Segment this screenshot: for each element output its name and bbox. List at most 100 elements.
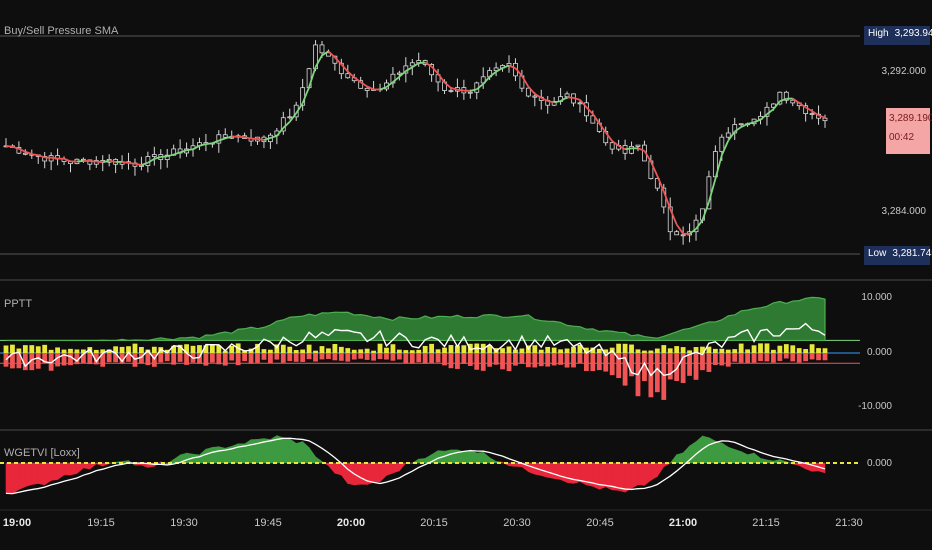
- wgetvi-area-segment: [57, 462, 65, 481]
- pptt-sell-bar: [177, 353, 183, 362]
- time-axis-label: 20:15: [420, 517, 448, 529]
- pptt-buy-bar: [100, 349, 106, 353]
- pptt-buy-bar: [719, 348, 725, 353]
- pptt-sell-bar: [197, 353, 202, 364]
- pptt-sell-bar: [306, 353, 312, 360]
- pressure-sma-segment: [547, 100, 555, 104]
- pptt-sell-bar: [113, 353, 119, 363]
- pptt-buy-bar: [16, 348, 22, 353]
- pptt-buy-bar: [409, 350, 415, 353]
- pptt-buy-bar: [280, 344, 286, 353]
- pptt-sell-bar: [622, 353, 628, 386]
- price-indicator-label[interactable]: Buy/Sell Pressure SMA: [4, 25, 119, 37]
- time-axis-label: 20:45: [586, 517, 614, 529]
- candle-body: [42, 156, 48, 162]
- pressure-sma-segment: [592, 113, 601, 124]
- pptt-buy-bar: [119, 346, 125, 353]
- pptt-sell-bar: [184, 353, 189, 365]
- price-axis-tick-1: 3,292.000: [881, 66, 927, 77]
- pptt-buy-bar: [293, 350, 299, 353]
- wgetvi-area-segment: [218, 446, 226, 464]
- pressure-sma-segment: [205, 142, 213, 146]
- pptt-buy-bar: [3, 345, 9, 353]
- candle-body: [577, 102, 583, 105]
- candle-body: [139, 165, 144, 167]
- pptt-sell-bar: [551, 353, 557, 366]
- pptt-axis-tick-2: 0.000: [866, 347, 892, 358]
- pressure-sma-segment: [482, 76, 491, 85]
- pressure-sma-segment: [147, 158, 155, 164]
- wgetvi-area-segment: [192, 453, 200, 464]
- pressure-sma-segment: [340, 63, 349, 73]
- pptt-sell-bar: [603, 353, 609, 372]
- wgetvi-label[interactable]: WGETVI [Loxx]: [4, 447, 80, 459]
- pptt-sell-bar: [29, 353, 35, 371]
- pptt-sell-bar: [545, 353, 551, 367]
- pressure-sma-segment: [385, 81, 394, 88]
- pressure-sma-segment: [650, 161, 659, 177]
- pptt-sell-bar: [242, 353, 248, 362]
- pptt-sell-bar: [119, 353, 125, 364]
- pressure-sma-segment: [334, 56, 342, 65]
- time-axis-label: 21:00: [668, 517, 698, 529]
- wgetvi-area-segment: [328, 462, 336, 474]
- pptt-sell-bar: [513, 353, 518, 366]
- pptt-sell-bar: [700, 353, 705, 371]
- pptt-buy-bar: [151, 346, 157, 353]
- wgetvi-area-segment: [12, 462, 20, 495]
- pressure-sma-segment: [701, 201, 710, 221]
- pressure-sma-segment: [443, 81, 452, 89]
- pptt-buy-bar: [442, 347, 447, 353]
- pptt-buy-bar: [390, 344, 396, 353]
- pressure-sma-segment: [199, 143, 207, 147]
- pptt-buy-bar: [603, 349, 609, 353]
- pptt-buy-bar: [616, 343, 622, 353]
- wgetvi-area-segment: [37, 462, 45, 486]
- pressure-sma-segment: [128, 162, 136, 165]
- pressure-sma-segment: [508, 64, 516, 70]
- pptt-buy-bar: [345, 348, 351, 353]
- pptt-sell-bar: [209, 353, 215, 363]
- pressure-sma-segment: [753, 118, 761, 124]
- wgetvi-area-segment: [173, 454, 181, 464]
- candle-body: [738, 123, 744, 126]
- pptt-sell-bar: [216, 353, 222, 365]
- pptt-buy-bar: [300, 349, 306, 353]
- pptt-buy-bar: [648, 350, 654, 353]
- pressure-sma-segment: [18, 148, 26, 153]
- pptt-buy-bar: [68, 348, 73, 353]
- pptt-sell-bar: [712, 353, 718, 365]
- wgetvi-area-segment: [308, 446, 316, 464]
- wgetvi-area-segment: [399, 462, 407, 472]
- pressure-sma-segment: [727, 131, 736, 142]
- pptt-sell-bar: [319, 353, 325, 360]
- wgetvi-area-segment: [70, 462, 78, 476]
- pressure-sma-segment: [514, 67, 523, 77]
- pressure-sma-segment: [392, 76, 400, 83]
- wgetvi-area-segment: [373, 462, 381, 483]
- pptt-sell-bar: [442, 353, 447, 366]
- pressure-sma-segment: [327, 50, 336, 59]
- pptt-sell-bar: [55, 353, 60, 367]
- pressure-sma-segment: [263, 137, 271, 141]
- pptt-sell-bar: [629, 353, 634, 377]
- pptt-buy-bar: [513, 349, 518, 353]
- pptt-indicator: [0, 296, 860, 400]
- pptt-sell-bar: [384, 353, 389, 360]
- pptt-sell-bar: [706, 353, 712, 372]
- pptt-buy-bar: [396, 349, 402, 353]
- pptt-sell-bar: [35, 353, 41, 369]
- wgetvi-area-segment: [31, 462, 39, 485]
- pptt-buy-bar: [306, 344, 312, 353]
- pressure-sma-segment: [173, 151, 181, 156]
- pptt-axis-tick-1: 10.000: [861, 292, 892, 303]
- pressure-sma-segment: [218, 137, 226, 142]
- pptt-buy-bar: [42, 344, 48, 353]
- pptt-buy-bar: [80, 349, 86, 353]
- pptt-sell-bar: [771, 353, 776, 363]
- pptt-buy-bar: [771, 349, 776, 353]
- pptt-buy-bar: [558, 349, 563, 353]
- pptt-buy-bar: [500, 348, 505, 353]
- pptt-label[interactable]: PPTT: [4, 298, 33, 310]
